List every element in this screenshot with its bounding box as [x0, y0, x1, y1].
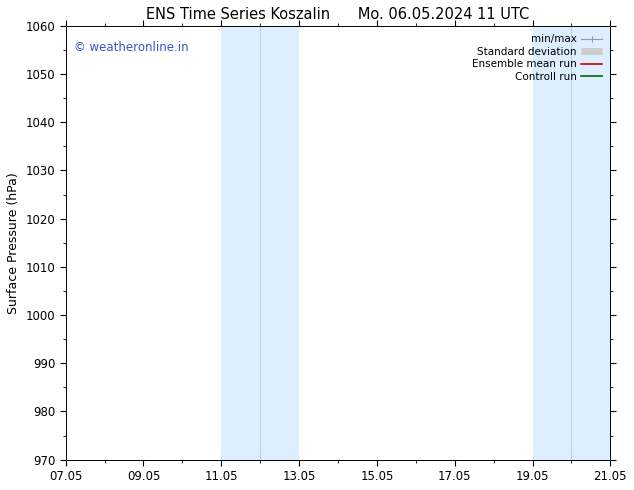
Legend: min/max, Standard deviation, Ensemble mean run, Controll run: min/max, Standard deviation, Ensemble me… — [469, 31, 605, 85]
Bar — [260, 26, 299, 460]
Bar — [221, 26, 260, 460]
Bar — [571, 26, 611, 460]
Text: © weatheronline.in: © weatheronline.in — [74, 41, 188, 54]
Y-axis label: Surface Pressure (hPa): Surface Pressure (hPa) — [7, 172, 20, 314]
Bar — [533, 26, 571, 460]
Title: ENS Time Series Koszalin      Mo. 06.05.2024 11 UTC: ENS Time Series Koszalin Mo. 06.05.2024 … — [146, 7, 529, 22]
